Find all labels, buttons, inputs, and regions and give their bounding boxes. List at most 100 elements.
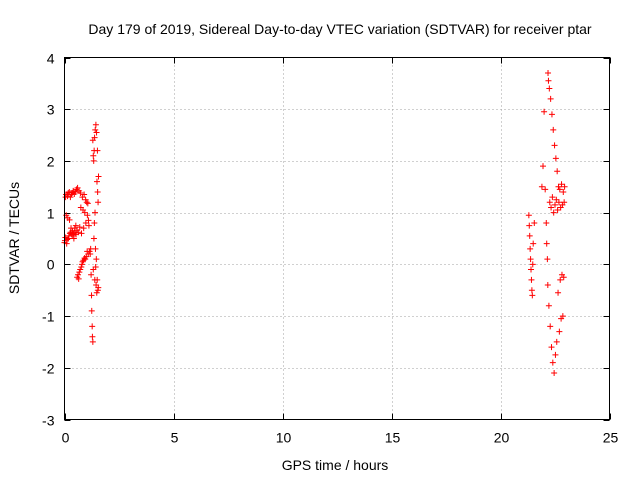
data-point — [555, 183, 562, 190]
data-point — [75, 275, 82, 282]
data-point — [545, 77, 552, 84]
data-point — [561, 199, 568, 206]
y-tick-label: -3 — [42, 413, 55, 429]
data-point — [545, 70, 552, 77]
data-point — [549, 194, 556, 201]
data-point — [558, 181, 565, 188]
data-point — [83, 199, 90, 206]
data-point — [548, 344, 555, 351]
data-point — [78, 261, 85, 268]
x-axis-label: GPS time / hours — [282, 457, 389, 473]
data-point — [92, 263, 99, 270]
y-tick-label: 0 — [47, 257, 55, 273]
data-point — [548, 111, 555, 118]
data-point — [553, 196, 560, 203]
data-point — [92, 209, 99, 216]
data-point — [92, 121, 99, 128]
data-point — [90, 157, 97, 164]
data-point — [75, 229, 82, 236]
data-point — [93, 256, 100, 263]
data-point — [78, 230, 85, 237]
data-point — [551, 369, 558, 376]
y-tick-label: -2 — [42, 361, 55, 377]
x-tick-label: 0 — [62, 430, 70, 446]
x-tick-label: 5 — [171, 430, 179, 446]
data-point — [528, 266, 535, 273]
y-axis-label: SDTVAR / TECUs — [6, 182, 22, 294]
data-point — [94, 276, 101, 283]
data-point — [91, 134, 98, 141]
data-point — [556, 328, 563, 335]
data-point — [538, 183, 545, 190]
data-point — [85, 222, 92, 229]
data-point — [526, 222, 533, 229]
data-point — [555, 289, 562, 296]
data-point — [530, 240, 537, 247]
y-tick-label: 3 — [47, 102, 55, 118]
data-point — [93, 129, 100, 136]
data-point — [95, 173, 102, 180]
data-point — [94, 188, 101, 195]
data-point — [544, 256, 551, 263]
data-points — [61, 70, 568, 376]
data-point — [64, 236, 71, 243]
data-point — [86, 248, 93, 255]
data-point — [82, 196, 89, 203]
data-point — [543, 219, 550, 226]
tick-label-layer: 0 5 10 15 20 25 -3 -2 -1 0 1 2 3 4 — [42, 51, 618, 446]
data-point — [95, 284, 102, 291]
data-point — [77, 189, 84, 196]
data-point — [552, 155, 559, 162]
chart-title: Day 179 of 2019, Sidereal Day-to-day VTE… — [88, 21, 592, 37]
data-point — [560, 274, 567, 281]
data-point — [90, 235, 97, 242]
grid-layer — [64, 57, 610, 420]
data-point — [70, 235, 77, 242]
data-point — [64, 193, 71, 200]
data-point — [531, 219, 538, 226]
data-point — [529, 261, 536, 268]
plot-frame — [64, 57, 610, 420]
data-point — [540, 163, 547, 170]
data-point — [84, 212, 91, 219]
data-point — [551, 142, 558, 149]
data-point — [525, 212, 532, 219]
data-point — [545, 302, 552, 309]
data-point — [544, 282, 551, 289]
data-point — [90, 152, 97, 159]
y-tick-label: 2 — [47, 154, 55, 170]
data-point — [554, 168, 561, 175]
data-point — [81, 191, 88, 198]
data-point — [543, 240, 550, 247]
data-point — [93, 289, 100, 296]
tick-layer — [64, 57, 611, 421]
data-point — [552, 201, 558, 208]
data-point — [553, 338, 560, 345]
data-point — [92, 126, 99, 133]
data-point — [69, 232, 76, 239]
data-point — [547, 95, 554, 102]
data-point — [74, 184, 81, 191]
data-point — [528, 276, 535, 283]
data-point — [546, 85, 553, 92]
data-point — [546, 199, 553, 206]
data-point — [549, 359, 556, 366]
data-point — [82, 256, 89, 263]
data-point — [561, 183, 568, 190]
data-point — [528, 287, 535, 294]
data-point — [555, 199, 562, 206]
x-tick-label: 15 — [385, 430, 401, 446]
data-point — [85, 217, 92, 224]
data-point — [88, 271, 95, 278]
data-point — [88, 307, 95, 314]
data-point — [94, 147, 101, 154]
data-point — [548, 204, 555, 211]
y-tick-label: -1 — [42, 309, 55, 325]
x-tick-label: 25 — [603, 430, 619, 446]
data-point — [67, 194, 74, 201]
data-point — [557, 276, 564, 283]
y-tick-label: 4 — [47, 51, 55, 67]
data-point — [87, 251, 94, 258]
